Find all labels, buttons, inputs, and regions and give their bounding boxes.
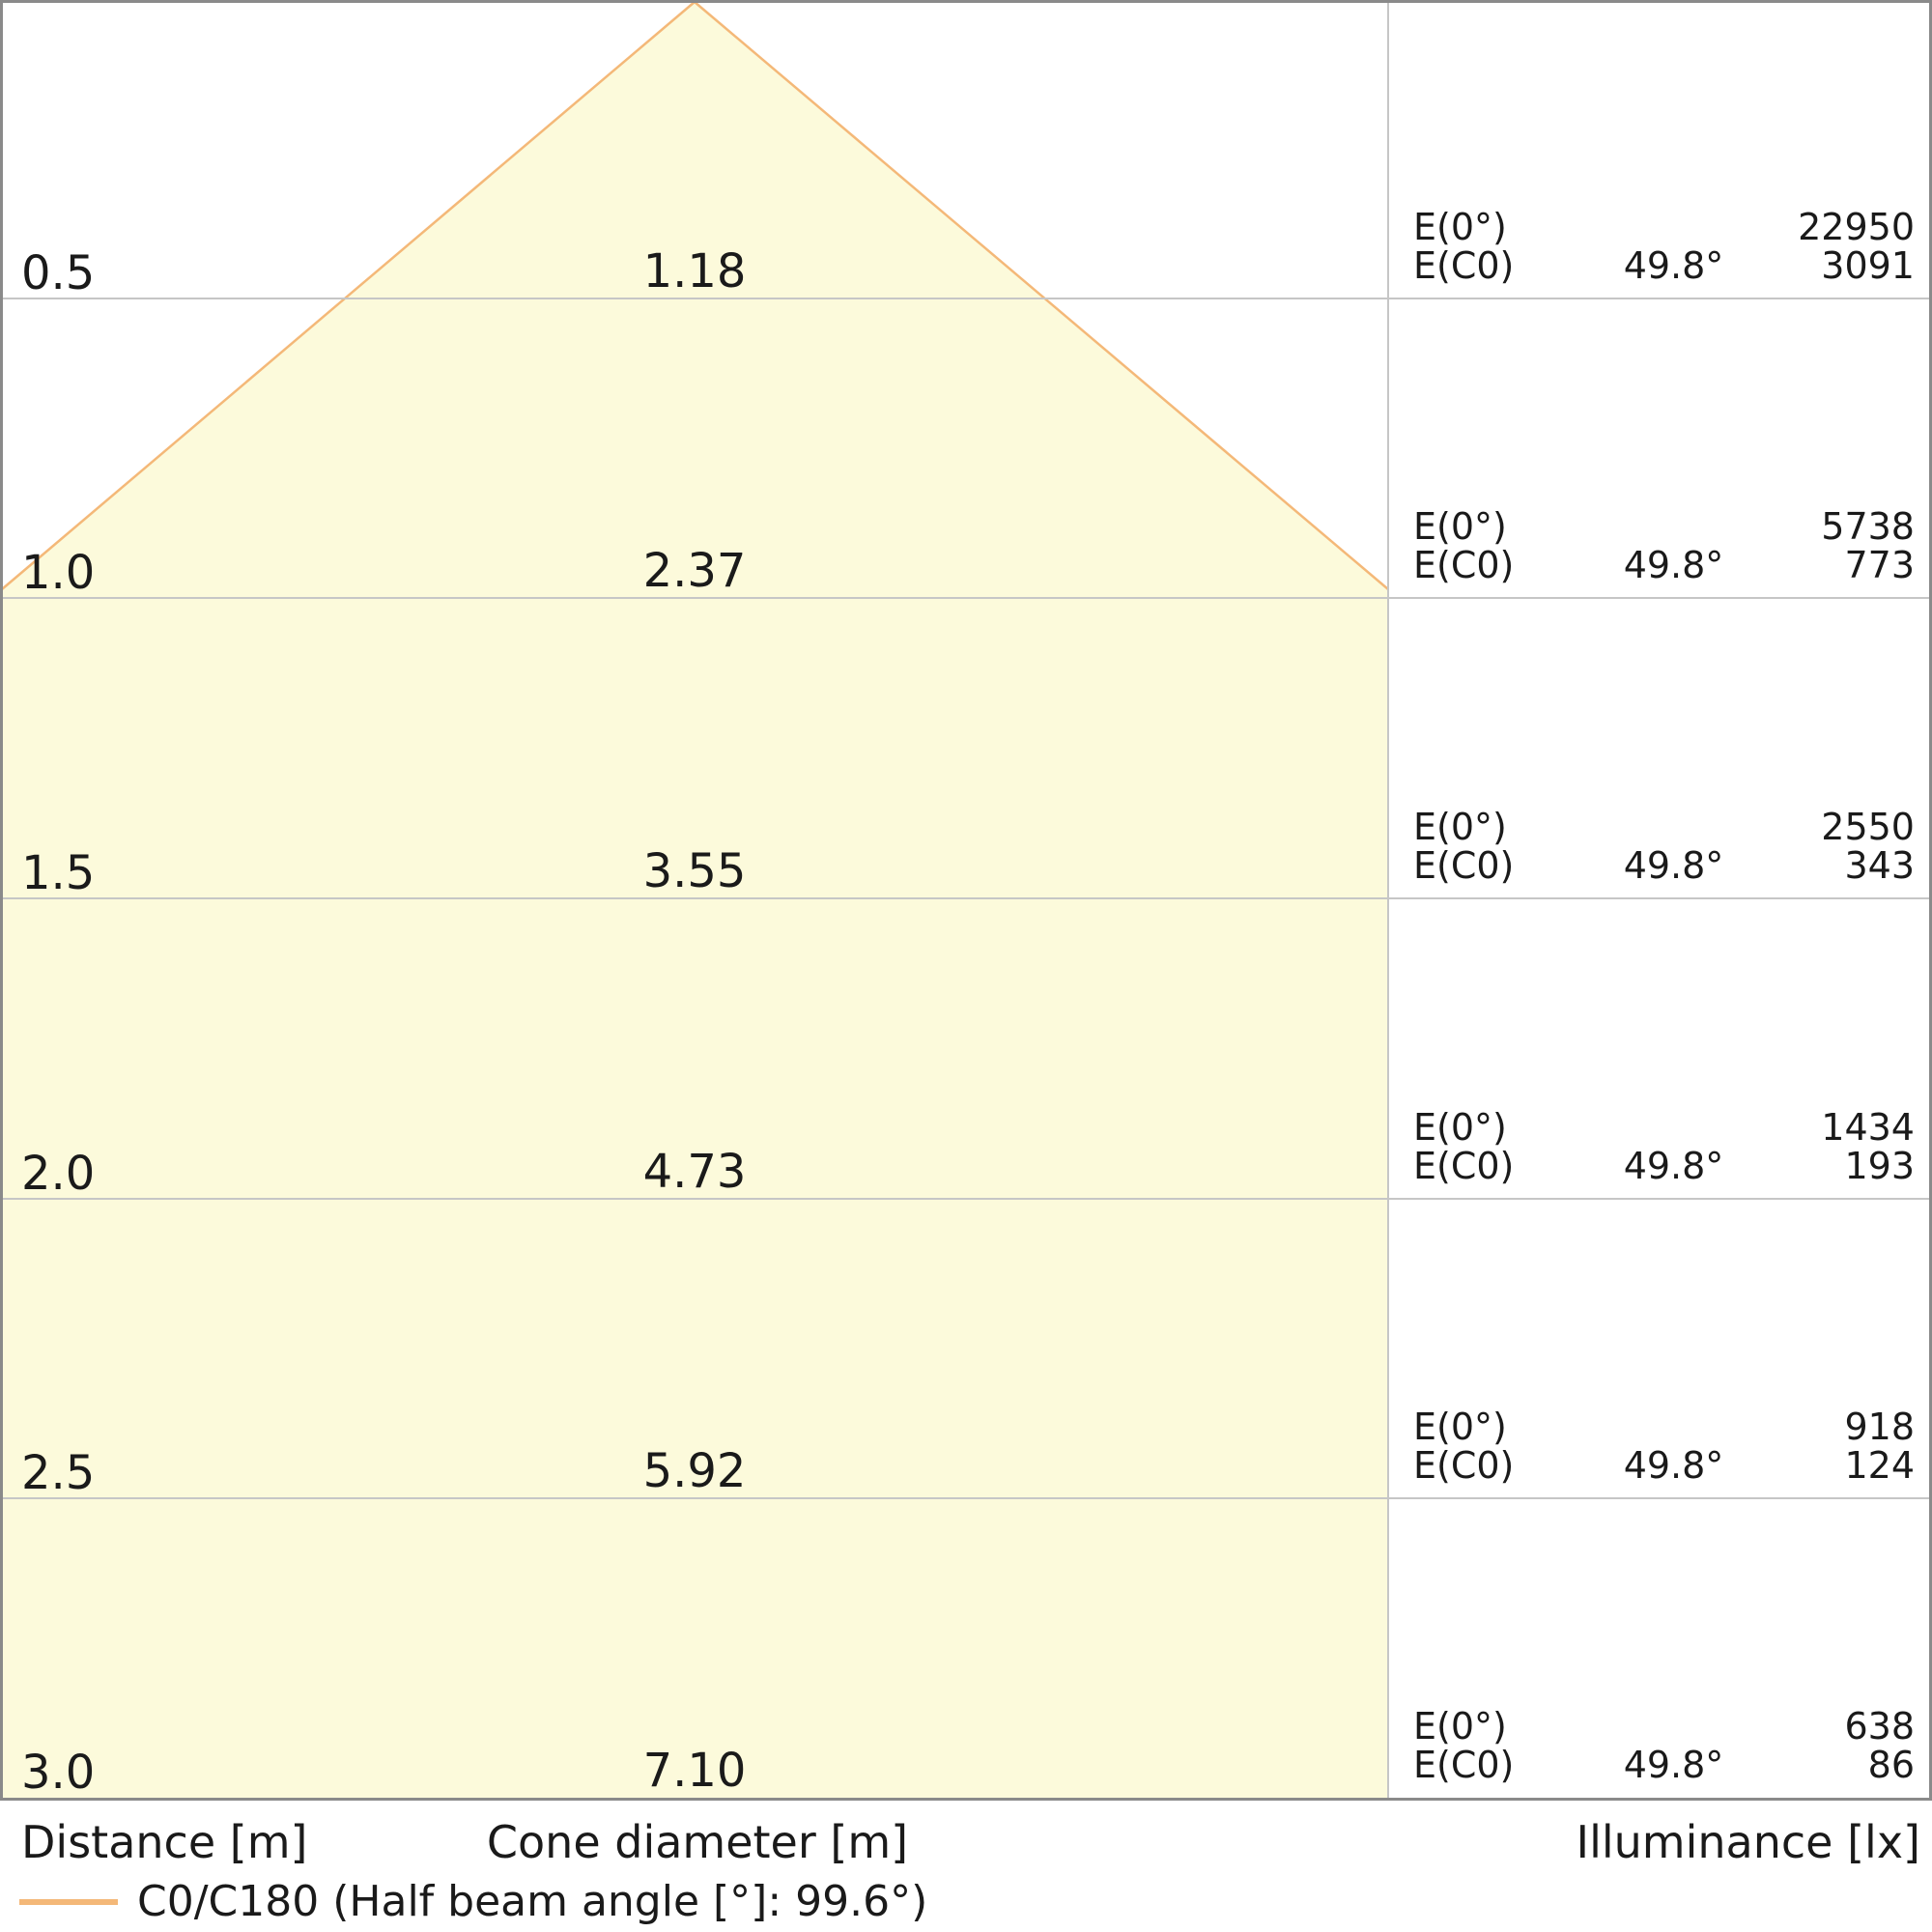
angle-cell [1577, 1108, 1770, 1147]
distance-label: 3.0 [21, 1746, 96, 1800]
cone-diameter-value: 1.18 [642, 244, 747, 298]
e0-value: 918 [1844, 1406, 1915, 1448]
e0-label: E(0°) [1413, 1705, 1507, 1747]
distance-label: 1.5 [21, 846, 96, 900]
legend-label: C0/C180 (Half beam angle [°]: 99.6°) [137, 1877, 928, 1926]
angle-cell [1577, 507, 1770, 546]
legend-line-icon [19, 1899, 118, 1905]
e0-label: E(0°) [1413, 806, 1507, 848]
distance-label: 2.0 [21, 1147, 96, 1201]
e0-value: 638 [1844, 1705, 1915, 1747]
ec0-value: 773 [1844, 544, 1915, 586]
distance-label: 1.0 [21, 546, 96, 600]
angle-value: 49.8° [1623, 244, 1724, 287]
cone-diameter-value: 4.73 [642, 1145, 747, 1199]
ec0-label: E(C0) [1413, 844, 1515, 887]
plot-frame [0, 0, 1932, 1801]
cone-edge-right [694, 1, 1389, 590]
ec0-value: 193 [1844, 1145, 1915, 1187]
ec0-value: 3091 [1821, 244, 1915, 287]
angle-value: 49.8° [1623, 844, 1724, 887]
ec0-value: 124 [1844, 1444, 1915, 1487]
e0-label: E(0°) [1413, 505, 1507, 548]
e0-value: 2550 [1821, 806, 1915, 848]
e0-value: 5738 [1821, 505, 1915, 548]
legend: C0/C180 (Half beam angle [°]: 99.6°) [19, 1880, 927, 1924]
ec0-value: 86 [1867, 1744, 1915, 1786]
ec0-label: E(C0) [1413, 1744, 1515, 1786]
ec0-label: E(C0) [1413, 544, 1515, 586]
angle-cell [1577, 808, 1770, 846]
cone-diameter-value: 2.37 [642, 544, 747, 598]
ec0-value: 343 [1844, 844, 1915, 887]
angle-value: 49.8° [1623, 1744, 1724, 1786]
cone-diameter-value: 7.10 [642, 1744, 747, 1798]
cone-edge-left [1, 1, 696, 590]
axis-label-illuminance: Illuminance [lx] [1576, 1816, 1920, 1868]
angle-cell [1577, 1707, 1770, 1746]
distance-label: 0.5 [21, 246, 96, 300]
e0-value: 1434 [1821, 1106, 1915, 1149]
e0-label: E(0°) [1413, 206, 1507, 248]
illuminance-row: E(0°) 2550 E(C0) 49.8° 343 [1413, 808, 1915, 885]
distance-label: 2.5 [21, 1446, 96, 1500]
e0-label: E(0°) [1413, 1106, 1507, 1149]
cone-diameter-value: 5.92 [642, 1444, 747, 1498]
illuminance-row: E(0°) 918 E(C0) 49.8° 124 [1413, 1407, 1915, 1485]
ec0-label: E(C0) [1413, 244, 1515, 287]
axis-label-cone-diameter: Cone diameter [m] [486, 1816, 909, 1868]
illuminance-row: E(0°) 1434 E(C0) 49.8° 193 [1413, 1108, 1915, 1185]
angle-value: 49.8° [1623, 544, 1724, 586]
illuminance-row: E(0°) 22950 E(C0) 49.8° 3091 [1413, 208, 1915, 285]
e0-label: E(0°) [1413, 1406, 1507, 1448]
angle-value: 49.8° [1623, 1444, 1724, 1487]
e0-value: 22950 [1798, 206, 1915, 248]
cone-diameter-value: 3.55 [642, 844, 747, 898]
angle-value: 49.8° [1623, 1145, 1724, 1187]
illuminance-row: E(0°) 5738 E(C0) 49.8° 773 [1413, 507, 1915, 584]
ec0-label: E(C0) [1413, 1444, 1515, 1487]
axis-label-distance: Distance [m] [21, 1816, 308, 1868]
illuminance-row: E(0°) 638 E(C0) 49.8° 86 [1413, 1707, 1915, 1784]
light-cone-fill [2, 2, 1388, 1798]
cone-diagram-plot [0, 0, 1932, 1801]
ec0-label: E(C0) [1413, 1145, 1515, 1187]
angle-cell [1577, 208, 1770, 246]
angle-cell [1577, 1407, 1770, 1446]
